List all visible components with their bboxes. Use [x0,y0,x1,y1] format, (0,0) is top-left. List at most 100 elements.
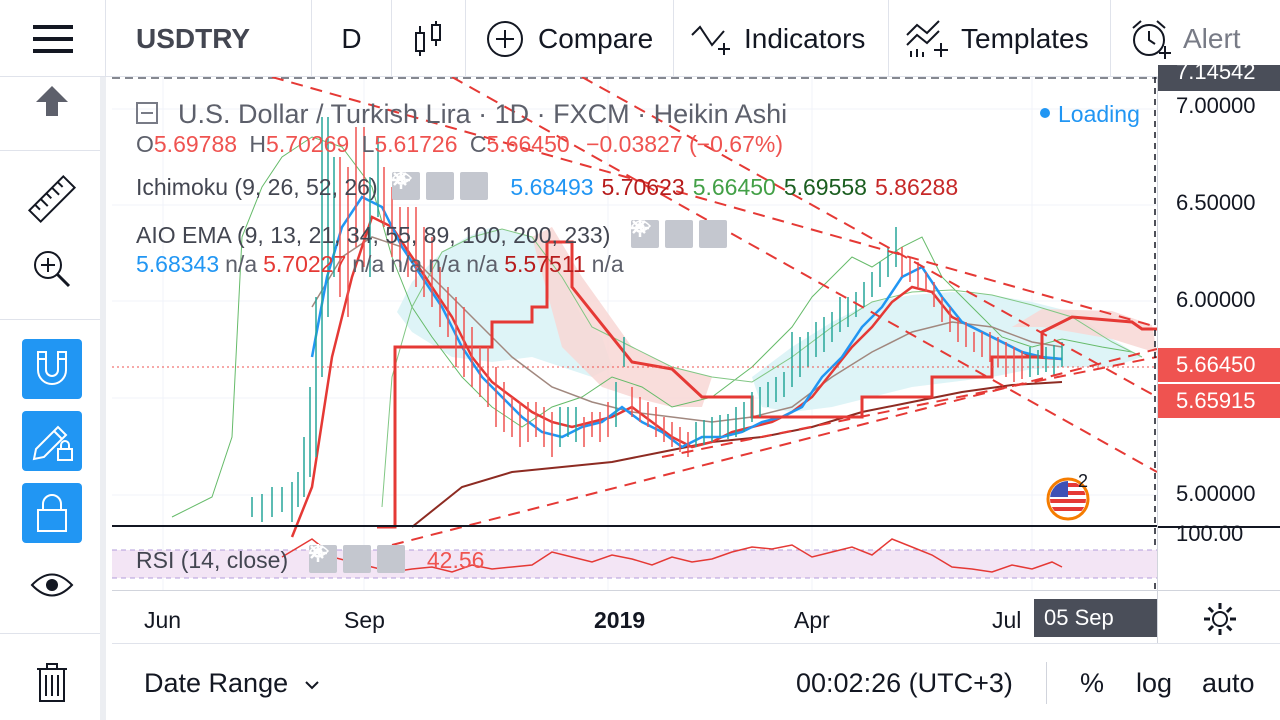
ema-legend: AIO EMA (9, 13, 21, 34, 55, 89, 100, 200… [136,219,733,251]
gear-icon [1204,603,1236,635]
templates-button[interactable]: Templates [889,0,1111,77]
ruler-icon [27,174,77,224]
time-label: Sep [344,607,385,633]
indicator-value: 5.66450 [692,174,776,200]
hamburger-icon [32,24,73,53]
high-value: 5.70269 [266,131,350,157]
scroll-up-button[interactable] [22,71,82,131]
ema-controls [630,219,733,249]
events-count: 2 [1078,471,1089,491]
remove-icon[interactable] [393,172,489,201]
close-value: 5.66450 [486,131,570,157]
indicator-value: 5.86288 [874,174,959,200]
remove-drawings-button[interactable] [22,653,82,713]
indicator-value: 5.57511 [504,251,586,277]
chevron-down-icon [304,681,319,690]
chart-style-button[interactable] [392,0,466,77]
settings-icon[interactable] [392,171,455,201]
lock-drawings-button[interactable] [22,411,82,471]
menu-button[interactable] [0,0,106,77]
lock-icon [37,494,67,532]
arrow-up-icon [36,86,68,116]
percent-toggle[interactable]: % [1080,668,1105,698]
magnet-mode-button[interactable] [22,339,82,399]
ichimoku-name: Ichimoku (9, 26, 52, 26) [136,174,378,200]
ichimoku-span-b [381,228,1143,508]
magnet-icon [37,351,67,385]
chart-settings-button[interactable] [1202,601,1238,637]
rsi-scale-label: 100.00 [1176,521,1244,546]
zoom-in-button[interactable] [22,239,82,299]
rsi-controls [308,544,411,574]
bottom-divider [1046,662,1047,704]
time-axis[interactable]: Jun Sep 2019 Apr Jul 05 Sep '19 [112,590,1157,668]
alarm-clock-icon [1132,19,1171,59]
open-value: 5.69788 [153,131,238,157]
settings-icon[interactable] [308,544,371,574]
top-price-value: 7.14542 [1176,65,1256,84]
time-label: 2019 [594,607,646,633]
measure-tool-button[interactable] [22,169,82,229]
toolbar-divider [0,150,100,151]
rsi-legend: RSI (14, close) 42.56 [136,544,484,576]
price-label: 5.00000 [1176,481,1256,506]
symbol-legend-row: U.S. Dollar / Turkish Lira · 1D · FXCM ·… [136,99,787,130]
ema-name: AIO EMA (9, 13, 21, 34, 55, 89, 100, 200… [136,222,611,248]
price-chart-canvas[interactable] [112,77,1157,590]
pane-separator-scale [1158,526,1280,528]
auto-toggle[interactable]: auto [1202,668,1255,698]
settings-icon[interactable] [630,219,693,249]
hide-drawings-button[interactable] [22,555,82,615]
loading-label: Loading [1058,101,1140,127]
us-flag-icon [1046,477,1090,521]
indicator-value: 5.70623 [601,174,685,200]
ichimoku-lagging-span [171,136,1133,518]
events-badge[interactable]: 2 [1044,471,1102,521]
indicator-value: n/a [390,251,423,277]
loading-dot-icon [1040,107,1050,118]
ohlc-row: O5.69788 H5.70269 L5.61726 C5.66450 −0.0… [136,131,783,158]
compare-label: Compare [538,22,654,54]
loading-indicator: Loading [1040,101,1140,128]
indicator-value: 5.68343 [136,251,220,277]
timezone-clock[interactable]: 00:02:26 (UTC+3) [796,668,1013,698]
open-label: O [136,131,154,157]
remove-icon[interactable] [631,220,727,249]
symbol-search-button[interactable]: USDTRY [112,0,312,77]
top-toolbar: USDTRY D Compare [0,0,1280,77]
current-price-badge: 5.66450 [1158,348,1280,382]
date-range-label: Date Range [144,668,289,698]
ema-9-line [310,195,1063,449]
log-toggle[interactable]: log [1136,668,1173,698]
remove-icon[interactable] [309,545,405,574]
price-label: 6.00000 [1176,287,1256,312]
ichimoku-cloud-bullish [397,227,612,377]
chart-pane[interactable]: U.S. Dollar / Turkish Lira · 1D · FXCM ·… [112,77,1157,590]
ema-200-line [411,381,1063,528]
price-label: 7.00000 [1176,93,1256,118]
price-scale[interactable]: 7.14542 7.00000 6.50000 6.00000 5.66450 … [1157,65,1280,643]
interval-button[interactable]: D [312,0,392,77]
collapse-legend-icon[interactable] [136,101,158,124]
time-label: Apr [794,607,830,633]
date-range-button[interactable]: Date Range [144,668,320,699]
trendlines [271,77,1157,546]
templates-label: Templates [961,22,1089,54]
toolbar-divider [0,633,100,634]
candles-icon [414,20,441,56]
indicators-button[interactable]: Indicators [674,0,889,77]
low-label: L [361,131,375,157]
indicator-value: n/a [225,251,258,277]
heikin-ashi-candles [251,117,1063,522]
ichimoku-values: 5.68493 5.70623 5.66450 5.69558 5.86288 [510,174,966,200]
top-price-badge: 7.14542 [1158,65,1280,91]
alert-button[interactable]: Alert [1111,0,1280,77]
chart-title: U.S. Dollar / Turkish Lira · 1D · FXCM ·… [178,99,788,129]
rsi-name: RSI (14, close) [136,547,289,573]
time-label: Jun [144,607,182,633]
indicator-value: n/a [591,251,624,277]
alert-label: Alert [1183,22,1241,54]
lock-all-button[interactable] [22,483,82,543]
compare-button[interactable]: Compare [466,0,674,77]
